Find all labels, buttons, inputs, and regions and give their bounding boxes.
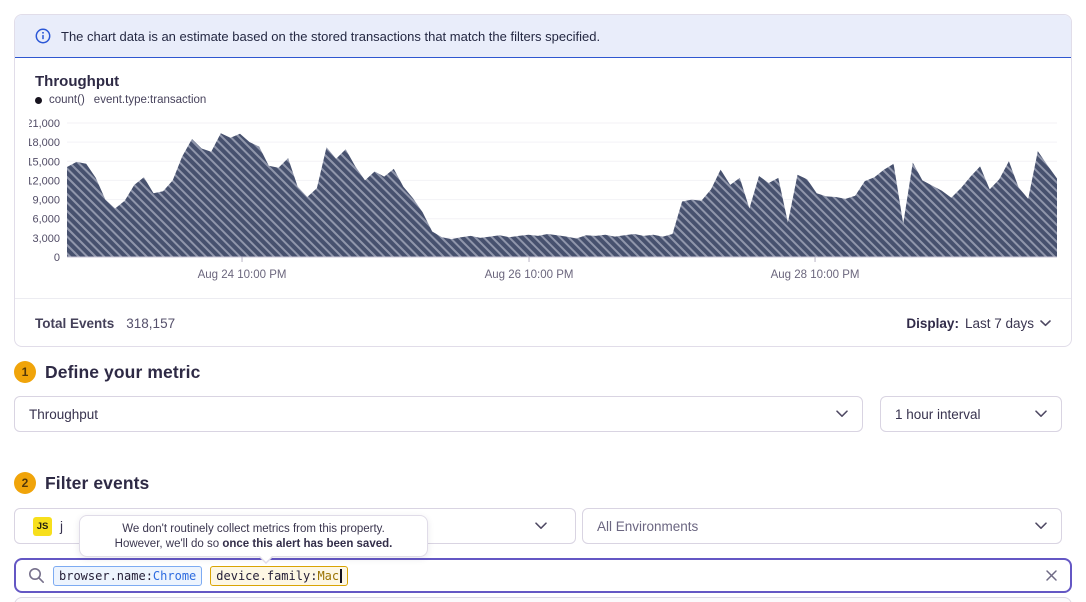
chevron-down-icon — [836, 410, 848, 418]
environment-select[interactable]: All Environments — [582, 508, 1062, 544]
throughput-area-chart: 0 3,000 6,000 9,000 12,000 15,000 18,000 21,000… — [29, 118, 1057, 281]
metrics-collection-tooltip: We don't routinely collect metrics from … — [79, 515, 428, 564]
svg-text:Aug 28 10:00 PM: Aug 28 10:00 PM — [771, 269, 860, 281]
step-2-badge: 2 — [14, 472, 36, 494]
chevron-down-icon — [1035, 410, 1047, 418]
chart-card: The chart data is an estimate based on t… — [14, 14, 1072, 347]
svg-text:0: 0 — [54, 252, 60, 264]
info-banner: The chart data is an estimate based on t… — [15, 15, 1071, 58]
display-label: Display: — [906, 316, 959, 331]
section-2-title: Filter events — [45, 472, 150, 493]
javascript-platform-icon: JS — [33, 516, 52, 536]
project-select-value: j — [60, 518, 63, 534]
clear-search-icon[interactable] — [1045, 569, 1058, 582]
svg-text:9,000: 9,000 — [32, 195, 60, 207]
text-cursor — [340, 568, 342, 583]
svg-text:21,000: 21,000 — [29, 118, 60, 130]
metric-select[interactable]: Throughput — [14, 396, 863, 432]
total-events-value: 318,157 — [126, 316, 176, 331]
legend-series-label: count() — [49, 94, 85, 106]
svg-text:6,000: 6,000 — [32, 214, 60, 226]
metric-select-value: Throughput — [29, 406, 99, 422]
section-filter-events: 2 Filter events — [14, 472, 149, 494]
svg-text:15,000: 15,000 — [29, 156, 60, 168]
svg-text:Aug 24 10:00 PM: Aug 24 10:00 PM — [198, 269, 287, 281]
interval-select[interactable]: 1 hour interval — [880, 396, 1062, 432]
svg-text:3,000: 3,000 — [32, 233, 60, 245]
info-icon — [35, 28, 51, 44]
section-define-metric: 1 Define your metric — [14, 361, 200, 383]
chevron-down-icon — [535, 522, 547, 530]
event-filter-search-input[interactable]: browser.name: Chrome device.family: Mac — [14, 558, 1072, 593]
total-events-label: Total Events — [35, 316, 115, 331]
display-value: Last 7 days — [964, 316, 1034, 331]
interval-select-value: 1 hour interval — [895, 406, 981, 422]
search-icon — [29, 568, 44, 583]
chart-footer: Total Events 318,157 Display: Last 7 day… — [15, 299, 1071, 346]
legend-query-label: event.type:transaction — [93, 94, 207, 106]
step-1-badge: 1 — [14, 361, 36, 383]
environment-select-value: All Environments — [597, 518, 699, 534]
svg-text:12,000: 12,000 — [29, 175, 60, 187]
chart-legend: count() event.type:transaction — [35, 94, 206, 106]
display-period-dropdown[interactable]: Display: Last 7 days — [906, 316, 1051, 331]
legend-series-dot — [35, 96, 42, 104]
chevron-down-icon — [1035, 522, 1047, 530]
filter-token-browser-name[interactable]: browser.name: Chrome — [53, 565, 203, 586]
footer-divider — [15, 298, 1071, 299]
svg-text:Aug 26 10:00 PM: Aug 26 10:00 PM — [485, 269, 574, 281]
tooltip-line-2: However, we'll do so once this alert has… — [114, 538, 393, 550]
next-row-top-edge — [14, 597, 1072, 602]
svg-text:18,000: 18,000 — [29, 137, 60, 149]
section-1-title: Define your metric — [45, 361, 201, 382]
banner-text: The chart data is an estimate based on t… — [61, 28, 601, 44]
filter-token-device-family[interactable]: device.family: Mac — [210, 565, 348, 586]
chevron-down-icon — [1040, 320, 1051, 327]
tooltip-line-1: We don't routinely collect metrics from … — [122, 523, 385, 535]
chart-title: Throughput — [35, 73, 120, 90]
